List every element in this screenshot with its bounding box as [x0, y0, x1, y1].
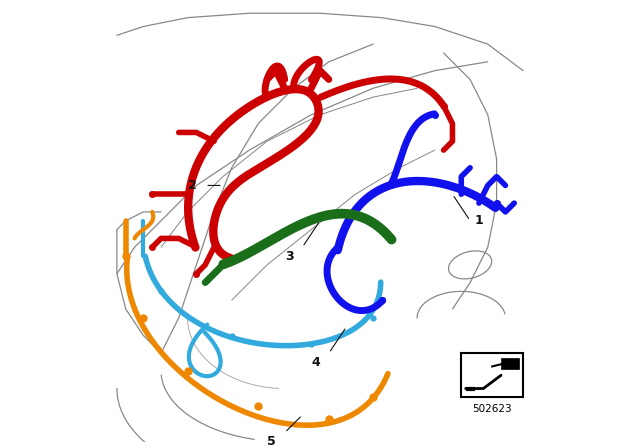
Text: 4: 4: [311, 356, 320, 369]
Text: 3: 3: [285, 250, 294, 263]
Text: 2: 2: [188, 179, 196, 192]
Bar: [461, 353, 523, 397]
Bar: [501, 358, 518, 369]
Text: 1: 1: [474, 214, 483, 227]
Text: 5: 5: [267, 435, 276, 448]
Text: 502623: 502623: [472, 404, 512, 414]
